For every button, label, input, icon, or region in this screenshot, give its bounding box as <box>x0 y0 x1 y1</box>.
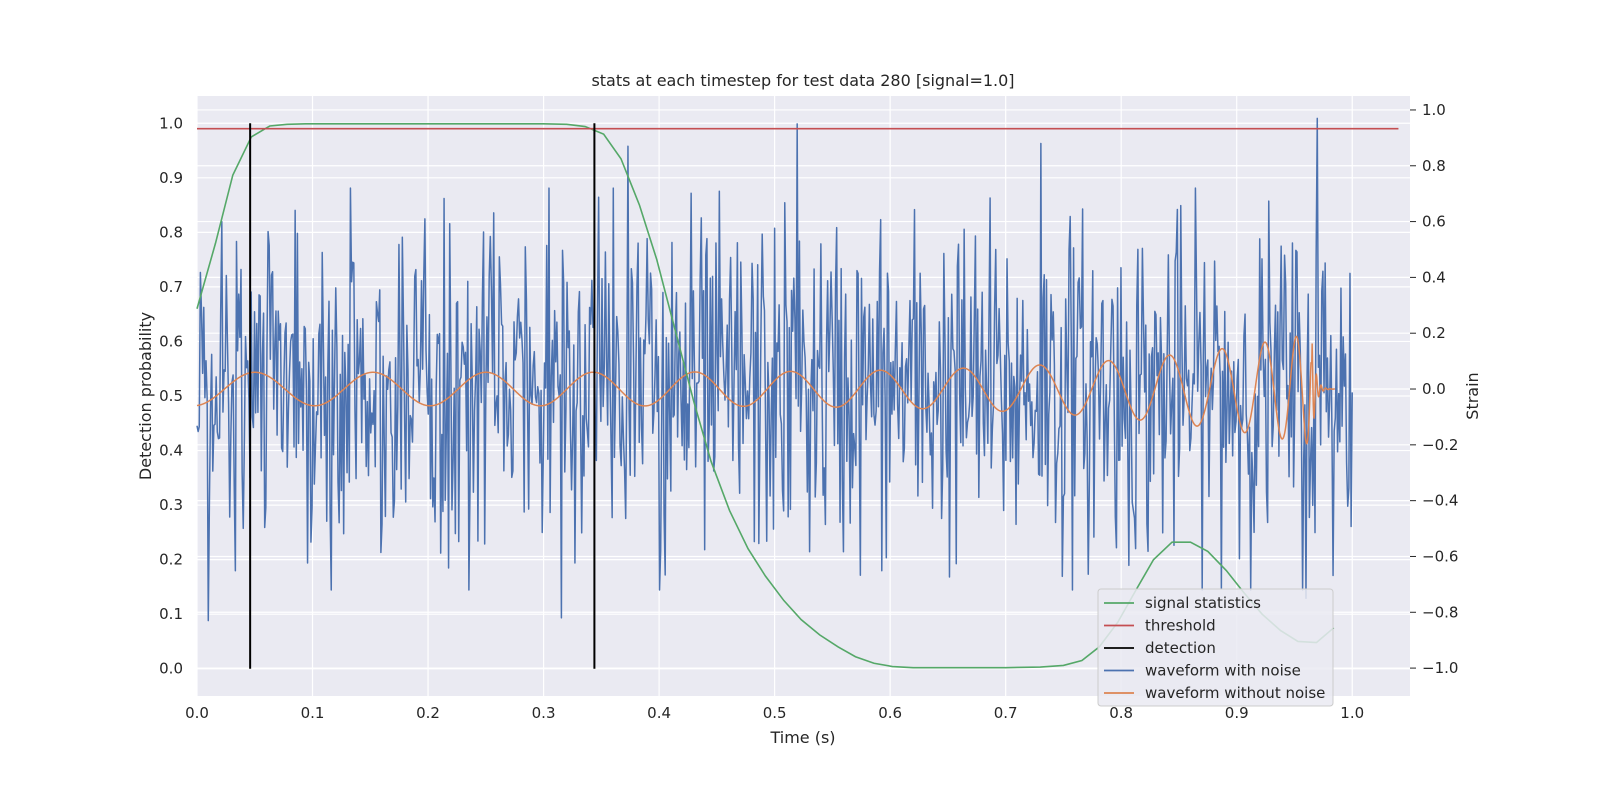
y-axis-left: 0.0 0.1 0.2 0.3 0.4 0.5 0.6 0.7 0.8 0.9 1.0 <box>159 114 183 677</box>
y2-axis-title: Strain <box>1463 372 1482 419</box>
legend: signal statistics threshold detection wavef… <box>1097 588 1334 707</box>
y2-tick-label: 1.0 <box>1422 101 1446 119</box>
legend-box <box>1097 588 1334 707</box>
y2-tick-label: 0.2 <box>1422 324 1446 342</box>
legend-label: threshold <box>1145 617 1216 635</box>
y-tick-label: 0.2 <box>159 551 183 569</box>
y-tick-label: 0.7 <box>159 278 183 296</box>
x-axis: 0.0 0.1 0.2 0.3 0.4 0.5 0.6 0.7 0.8 0.9 1.0 <box>185 704 1364 722</box>
x-axis-title: Time (s) <box>769 728 835 747</box>
y-tick-label: 0.6 <box>159 332 183 350</box>
y-tick-label: 0.3 <box>159 496 183 514</box>
x-tick-label: 0.5 <box>763 704 787 722</box>
y2-tick-label: −0.4 <box>1422 492 1458 510</box>
y2-tick-label: −1.0 <box>1422 659 1458 677</box>
x-tick-label: 0.2 <box>416 704 440 722</box>
legend-label: signal statistics <box>1145 594 1261 612</box>
x-tick-label: 0.4 <box>647 704 671 722</box>
y-tick-label: 0.1 <box>159 605 183 623</box>
waveform-without-noise-line <box>196 335 1336 445</box>
y2-tick-label: 0.8 <box>1422 157 1446 175</box>
x-tick-label: 0.1 <box>301 704 325 722</box>
waveform-with-noise-line <box>196 117 1353 622</box>
y2-tick-label: 0.4 <box>1422 268 1446 286</box>
y-axis-right: −1.0 −0.8 −0.6 −0.4 −0.2 0.0 0.2 0.4 0.6 0.8 1.0 <box>1410 101 1458 677</box>
y-tick-label: 0.8 <box>159 223 183 241</box>
series-layer <box>196 117 1399 669</box>
y2-tick-label: −0.8 <box>1422 603 1458 621</box>
x-tick-label: 1.0 <box>1340 704 1364 722</box>
y-axis-title: Detection probability <box>136 312 155 480</box>
x-tick-label: 0.6 <box>878 704 902 722</box>
x-tick-label: 0.8 <box>1109 704 1133 722</box>
y2-tick-label: −0.2 <box>1422 436 1458 454</box>
y-tick-label: 0.0 <box>159 660 183 678</box>
y-tick-label: 0.5 <box>159 387 183 405</box>
legend-label: waveform without noise <box>1145 684 1325 702</box>
y2-tick-label: 0.6 <box>1422 213 1446 231</box>
x-tick-label: 0.9 <box>1225 704 1249 722</box>
y-tick-label: 0.4 <box>159 442 183 460</box>
y-tick-label: 1.0 <box>159 114 183 132</box>
x-tick-label: 0.7 <box>994 704 1018 722</box>
y-tick-label: 0.9 <box>159 169 183 187</box>
x-tick-label: 0.3 <box>532 704 556 722</box>
legend-label: detection <box>1145 639 1216 657</box>
y2-tick-label: −0.6 <box>1422 547 1458 565</box>
signal-statistics-line <box>196 123 1335 669</box>
y2-tick-label: 0.0 <box>1422 380 1446 398</box>
x-tick-label: 0.0 <box>185 704 209 722</box>
legend-label: waveform with noise <box>1145 662 1301 680</box>
chart-title: stats at each timestep for test data 280… <box>591 71 1014 90</box>
